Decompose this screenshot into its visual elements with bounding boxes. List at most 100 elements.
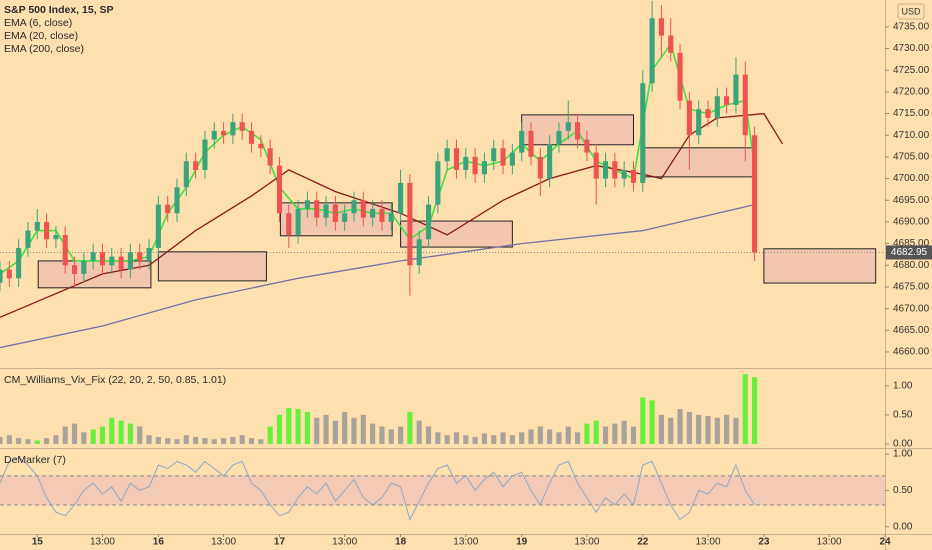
candle-body	[183, 161, 189, 188]
indicator-bar	[556, 432, 562, 444]
y-tick-label: 0.00	[893, 439, 913, 450]
indicator-bar	[202, 438, 208, 444]
candle-body	[44, 221, 50, 240]
candle-body	[25, 230, 31, 248]
indicator-bar	[481, 433, 487, 444]
x-tick-label: 13:00	[332, 537, 357, 548]
indicator-bar	[733, 417, 739, 444]
candle-body	[193, 161, 199, 170]
candle-body	[211, 130, 217, 140]
indicator-bar	[677, 409, 683, 444]
candle-body	[621, 169, 627, 179]
indicator-bar	[714, 417, 720, 444]
y-tick-label: 4685.00	[893, 238, 930, 249]
candle-body	[612, 161, 618, 179]
y-tick-label: 4730.00	[893, 43, 930, 54]
candle-body	[668, 35, 674, 53]
legend-entry: EMA (20, close)	[4, 30, 78, 42]
indicator-bar	[444, 435, 450, 444]
indicator-bar	[705, 416, 711, 444]
candle-body	[332, 204, 338, 222]
indicator-bar	[137, 426, 143, 444]
indicator-bar	[491, 435, 497, 444]
legend-entry: EMA (6, close)	[4, 17, 72, 29]
candle-body	[472, 156, 478, 175]
indicator-line	[0, 112, 784, 318]
y-tick-label: 4705.00	[893, 152, 930, 163]
indicator-bar	[276, 414, 283, 444]
candle-body	[677, 52, 683, 101]
candle-body	[342, 213, 348, 222]
indicator-bar	[398, 426, 404, 444]
indicator-bar	[174, 439, 180, 444]
candle-body	[547, 143, 553, 179]
last-price-label: 4682.95	[891, 247, 928, 258]
candle-body	[528, 130, 534, 157]
indicator-bar	[53, 435, 59, 444]
indicator-bar	[314, 417, 320, 444]
indicator-bar	[351, 417, 357, 444]
candle-body	[62, 234, 68, 266]
candle-body	[416, 239, 422, 266]
candle-body	[398, 182, 404, 214]
candle-body	[444, 148, 450, 162]
pane-title: DeMarker (7)	[4, 454, 66, 466]
indicator-bar	[16, 438, 22, 444]
indicator-bar	[658, 414, 664, 444]
candle-body	[71, 265, 78, 274]
candle-body	[565, 122, 571, 131]
indicator-bar	[528, 429, 534, 444]
y-tick-label: 0.50	[893, 410, 913, 421]
indicator-bar	[34, 440, 40, 444]
candle-body	[239, 122, 245, 131]
indicator-bar	[258, 439, 264, 444]
candle-body	[146, 247, 152, 261]
indicator-bar	[370, 423, 376, 444]
x-tick-label: 13:00	[211, 537, 236, 548]
candle-body	[724, 96, 730, 105]
indicator-bar	[6, 435, 12, 444]
candle-body	[6, 269, 12, 279]
indicator-bar	[230, 436, 236, 444]
candle-body	[127, 252, 133, 270]
candle-body	[435, 161, 441, 205]
indicator-bar	[416, 420, 422, 444]
candle-body	[491, 148, 497, 162]
candle-body	[388, 213, 394, 222]
indicator-bar	[547, 429, 553, 444]
currency-box	[897, 3, 925, 20]
indicator-bar	[425, 426, 432, 444]
y-tick-label: 4670.00	[893, 303, 930, 314]
x-tick-label: 13:00	[574, 537, 599, 548]
candle-body	[221, 130, 227, 136]
indicator-bar	[602, 426, 609, 444]
candle-body	[248, 130, 255, 144]
candle-body	[752, 135, 758, 253]
price-zone	[763, 248, 877, 284]
indicator-bar	[435, 432, 441, 444]
indicator-bar	[500, 432, 506, 444]
indicator-bar	[99, 426, 106, 444]
x-tick-label: 18	[395, 537, 407, 548]
indicator-bar	[565, 426, 571, 444]
indicator-bar	[0, 436, 3, 444]
candle-body	[258, 143, 264, 149]
candle-body	[593, 152, 599, 179]
legend-entry: EMA (200, close)	[4, 43, 84, 55]
candle-body	[696, 109, 702, 136]
y-tick-label: 4715.00	[893, 108, 930, 119]
indicator-line	[0, 203, 755, 349]
x-tick-label: 17	[274, 537, 286, 548]
candle-body	[202, 139, 208, 170]
candle-body	[425, 204, 432, 240]
y-tick-label: 4665.00	[893, 325, 930, 336]
indicator-bar	[295, 409, 301, 444]
candle-body	[155, 204, 161, 248]
indicator-bar	[146, 435, 152, 444]
candle-body	[276, 165, 283, 214]
candle-body	[686, 100, 692, 136]
candle-body	[360, 200, 366, 218]
indicator-bar	[183, 435, 189, 444]
indicator-bar	[640, 397, 646, 444]
